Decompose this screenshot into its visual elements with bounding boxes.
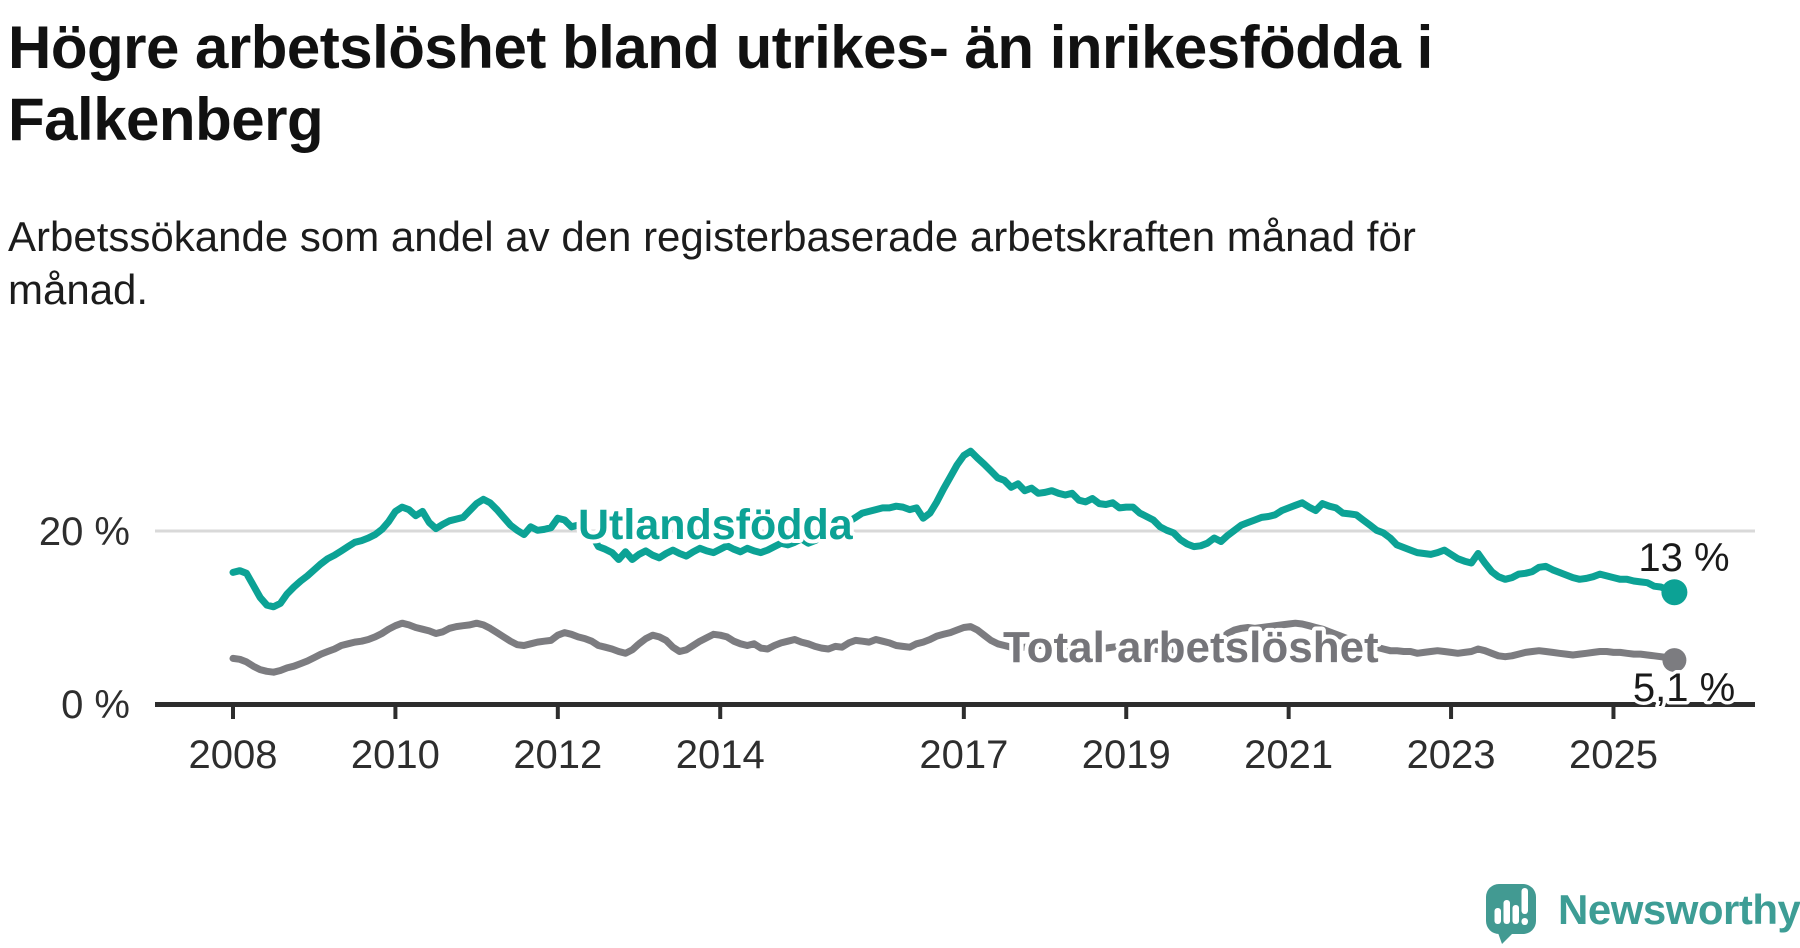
x-tick-label-2017: 2017 — [919, 733, 1008, 777]
y-axis-label-0: 0 % — [61, 683, 130, 727]
newsworthy-logo-icon — [1486, 884, 1536, 944]
newsworthy-logo-text: Newsworthy — [1558, 886, 1800, 933]
series-line-total-unemployment — [229, 619, 1678, 676]
x-tick-label-2019: 2019 — [1082, 733, 1171, 777]
x-tick-label-2012: 2012 — [513, 733, 602, 777]
x-tick-label-2010: 2010 — [351, 733, 440, 777]
x-tick-label-2025: 2025 — [1569, 733, 1658, 777]
end-value-label-foreign-born: 13 % — [1638, 536, 1729, 580]
x-axis-ticks — [231, 707, 1616, 719]
y-axis-label-20: 20 % — [39, 510, 130, 554]
page-title: Högre arbetslöshet bland utrikes- än inr… — [8, 12, 1728, 156]
series-label-total-unemployment: Total arbetslöshet — [1003, 623, 1379, 672]
chart-subtitle: Arbetssökande som andel av den registerb… — [8, 210, 1708, 316]
x-axis-tick-labels: 2008 2010 2012 2014 2017 2019 2021 2023 2025 — [189, 733, 1658, 777]
x-tick-label-2023: 2023 — [1407, 733, 1496, 777]
title-line-1: Högre arbetslöshet bland utrikes- än inr… — [8, 14, 1433, 81]
x-tick-label-2014: 2014 — [676, 733, 765, 777]
x-tick-label-2021: 2021 — [1244, 733, 1333, 777]
end-dot-total-unemployment — [1662, 648, 1687, 673]
title-line-2: Falkenberg — [8, 86, 324, 153]
series-label-foreign-born: Utlandsfödda — [578, 501, 854, 549]
end-dot-foreign-born — [1661, 579, 1688, 606]
newsworthy-logo: Newsworthy — [1486, 884, 1800, 946]
series-line-foreign-born — [229, 447, 1678, 611]
end-value-label-total-unemployment: 5,1 % — [1633, 666, 1735, 710]
subtitle-line-2: månad. — [8, 266, 149, 313]
subtitle-line-1: Arbetssökande som andel av den registerb… — [8, 213, 1416, 260]
x-tick-label-2008: 2008 — [189, 733, 278, 777]
